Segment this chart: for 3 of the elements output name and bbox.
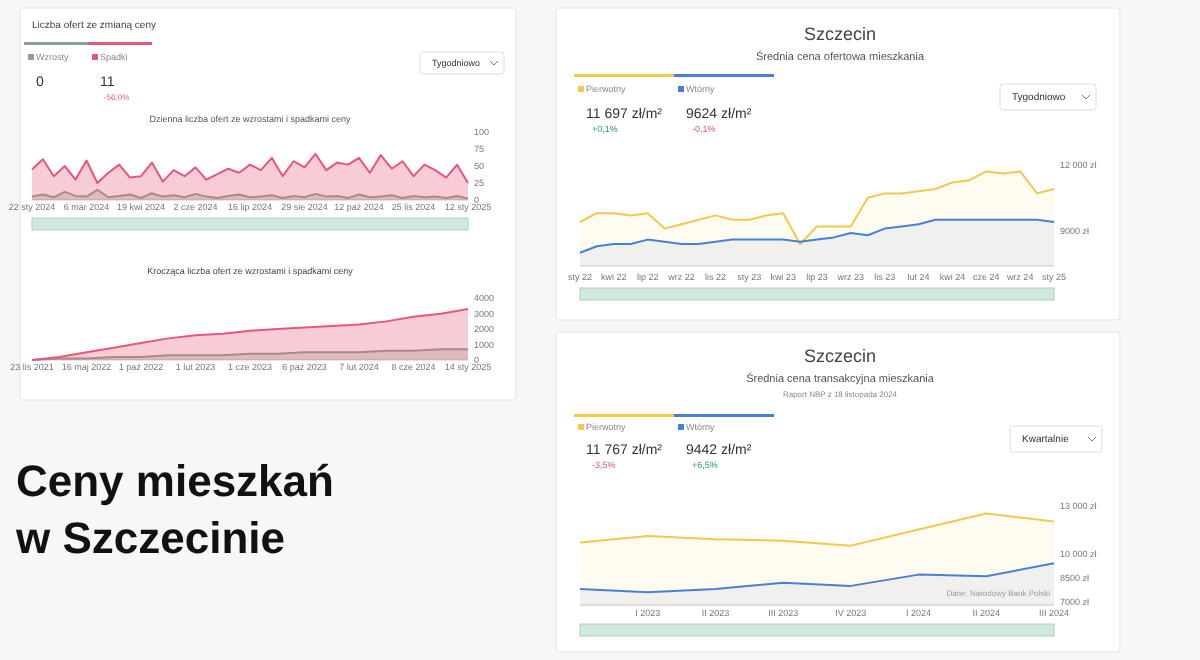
chart-title: Szczecin [803, 346, 877, 366]
chart-title: Szczecin [803, 24, 877, 44]
text: Ceny mieszkań w Szczecinie [14, 456, 334, 564]
